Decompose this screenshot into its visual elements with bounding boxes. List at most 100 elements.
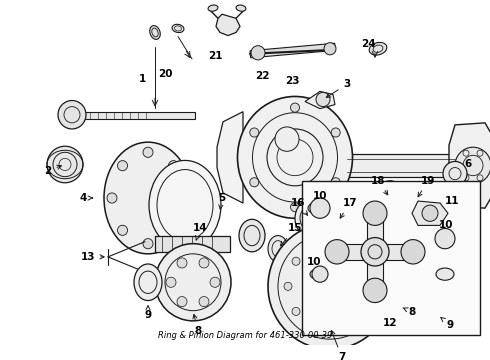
- Text: 9: 9: [145, 306, 151, 320]
- Ellipse shape: [134, 264, 162, 301]
- Circle shape: [118, 161, 127, 171]
- Ellipse shape: [208, 5, 218, 11]
- Circle shape: [388, 294, 396, 302]
- Text: 7: 7: [331, 330, 345, 360]
- Circle shape: [275, 127, 299, 151]
- Text: 3: 3: [326, 79, 351, 98]
- Text: 14: 14: [193, 224, 207, 240]
- Circle shape: [404, 294, 412, 302]
- Ellipse shape: [369, 42, 387, 55]
- Text: 6: 6: [465, 159, 472, 170]
- Circle shape: [360, 257, 368, 265]
- Text: 16: 16: [291, 198, 308, 215]
- Bar: [250, 43, 335, 58]
- Circle shape: [179, 193, 189, 203]
- Circle shape: [380, 280, 388, 288]
- Polygon shape: [305, 91, 335, 109]
- Circle shape: [312, 266, 328, 282]
- Circle shape: [316, 93, 330, 107]
- Text: Ring & Pinion Diagram for 461-330-00-39: Ring & Pinion Diagram for 461-330-00-39: [158, 331, 332, 340]
- Ellipse shape: [149, 161, 221, 250]
- Text: 20: 20: [158, 69, 172, 79]
- Circle shape: [388, 266, 396, 274]
- Circle shape: [324, 42, 336, 55]
- Text: 24: 24: [361, 39, 375, 49]
- Circle shape: [250, 178, 259, 187]
- Circle shape: [199, 258, 209, 268]
- Circle shape: [155, 244, 231, 321]
- Circle shape: [412, 280, 420, 288]
- Text: 8: 8: [403, 307, 416, 317]
- Bar: [337, 244, 413, 260]
- Circle shape: [169, 161, 178, 171]
- Bar: [347, 154, 457, 177]
- Circle shape: [169, 225, 178, 235]
- Circle shape: [177, 258, 187, 268]
- Circle shape: [339, 242, 347, 250]
- Text: 10: 10: [307, 257, 321, 267]
- Text: 2: 2: [45, 165, 61, 176]
- Circle shape: [401, 240, 425, 264]
- Circle shape: [422, 205, 438, 221]
- Text: 4: 4: [79, 193, 93, 203]
- Circle shape: [177, 297, 187, 307]
- Polygon shape: [412, 201, 448, 225]
- Circle shape: [363, 278, 387, 302]
- Circle shape: [313, 242, 321, 250]
- Circle shape: [118, 225, 127, 235]
- Polygon shape: [449, 123, 490, 208]
- Text: 12: 12: [383, 318, 397, 328]
- Bar: [302, 181, 480, 335]
- Ellipse shape: [295, 200, 325, 237]
- Circle shape: [284, 282, 292, 291]
- Text: 9: 9: [441, 318, 454, 330]
- Circle shape: [291, 103, 299, 112]
- Circle shape: [210, 277, 220, 287]
- Text: 19: 19: [418, 176, 435, 197]
- Circle shape: [291, 203, 299, 212]
- Circle shape: [455, 147, 490, 184]
- Text: 22: 22: [255, 71, 269, 81]
- Circle shape: [107, 193, 117, 203]
- Circle shape: [292, 257, 300, 265]
- Circle shape: [404, 266, 412, 274]
- Text: 10: 10: [313, 191, 327, 201]
- Circle shape: [221, 18, 235, 32]
- Circle shape: [331, 178, 340, 187]
- Circle shape: [368, 282, 376, 291]
- Circle shape: [443, 161, 467, 186]
- Circle shape: [143, 239, 153, 249]
- Circle shape: [292, 307, 300, 315]
- Text: 8: 8: [193, 314, 201, 336]
- Circle shape: [339, 323, 347, 331]
- Circle shape: [363, 201, 387, 225]
- Ellipse shape: [430, 285, 450, 312]
- Ellipse shape: [236, 5, 246, 11]
- Circle shape: [360, 307, 368, 315]
- Ellipse shape: [268, 235, 288, 262]
- Circle shape: [370, 254, 430, 315]
- Ellipse shape: [403, 184, 429, 216]
- Text: 11: 11: [445, 196, 459, 206]
- Text: 23: 23: [285, 76, 299, 86]
- Ellipse shape: [436, 268, 454, 280]
- Text: 15: 15: [280, 224, 302, 246]
- Circle shape: [143, 147, 153, 157]
- Text: 18: 18: [371, 176, 388, 195]
- Ellipse shape: [239, 219, 265, 252]
- Text: 13: 13: [81, 252, 104, 262]
- Ellipse shape: [172, 24, 184, 32]
- Bar: [367, 213, 383, 291]
- Circle shape: [313, 323, 321, 331]
- Circle shape: [310, 198, 330, 218]
- Circle shape: [325, 240, 349, 264]
- Circle shape: [250, 128, 259, 137]
- Ellipse shape: [150, 26, 160, 39]
- Bar: [155, 235, 230, 252]
- Circle shape: [47, 146, 83, 183]
- Polygon shape: [217, 112, 243, 203]
- Circle shape: [58, 100, 86, 129]
- Ellipse shape: [104, 142, 192, 254]
- Text: 21: 21: [208, 51, 222, 61]
- Circle shape: [199, 297, 209, 307]
